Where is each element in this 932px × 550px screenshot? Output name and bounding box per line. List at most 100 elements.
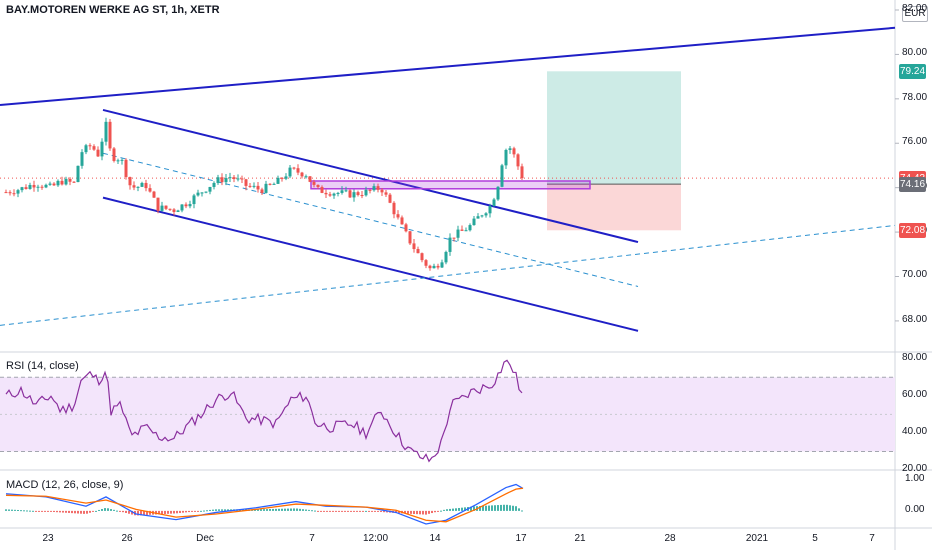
macd-histogram-bar	[458, 507, 460, 511]
macd-histogram-bar	[494, 505, 496, 511]
resistance-zone	[310, 180, 591, 190]
candle-body	[368, 189, 372, 191]
candle-body	[192, 195, 196, 205]
macd-histogram-bar	[23, 510, 25, 512]
macd-histogram-bar	[26, 510, 28, 512]
macd-histogram-bar	[173, 510, 175, 514]
macd-histogram-bar	[515, 506, 517, 511]
macd-histogram-bar	[359, 510, 361, 512]
candle-body	[160, 205, 164, 211]
candle-body	[360, 195, 364, 197]
macd-histogram-bar	[62, 510, 64, 513]
macd-histogram-bar	[167, 510, 169, 514]
candle-body	[400, 217, 404, 225]
candle-body	[420, 253, 424, 261]
macd-histogram-bar	[272, 508, 274, 511]
candle-body	[484, 213, 488, 216]
candle-body	[148, 188, 152, 192]
macd-histogram-bar	[227, 509, 229, 511]
candle-body	[272, 183, 276, 185]
candle-body	[48, 183, 52, 185]
time-tick-label: 17	[515, 533, 527, 544]
candle-body	[276, 177, 280, 184]
macd-histogram-bar	[5, 509, 7, 511]
time-tick-label: 21	[574, 533, 586, 544]
macd-histogram-bar	[95, 510, 97, 512]
candle-body	[356, 192, 360, 196]
macd-histogram-bar	[65, 510, 67, 513]
candle-body	[372, 186, 376, 191]
macd-histogram-bar	[224, 509, 226, 511]
symbol-title: BAY.MOTOREN WERKE AG ST, 1h, XETR	[6, 4, 220, 16]
candle-body	[4, 192, 8, 194]
candle-body	[228, 177, 232, 179]
candle-body	[20, 187, 24, 191]
candle-body	[496, 186, 500, 200]
candle-body	[292, 167, 296, 169]
candle-body	[24, 187, 28, 189]
macd-histogram-bar	[335, 510, 337, 512]
macd-histogram-bar	[143, 510, 145, 516]
price-marker: 74.16	[899, 177, 926, 193]
macd-histogram-bar	[89, 510, 91, 513]
candle-body	[320, 187, 324, 193]
macd-histogram-bar	[200, 510, 202, 512]
macd-histogram-bar	[203, 510, 205, 512]
macd-histogram-bar	[128, 510, 130, 514]
macd-histogram-bar	[74, 510, 76, 514]
candle-body	[16, 190, 20, 194]
candle-body	[260, 189, 264, 193]
price-tick-label: 78.00	[902, 91, 928, 103]
rsi-title: RSI (14, close)	[6, 360, 79, 372]
candle-body	[340, 190, 344, 193]
candle-body	[300, 172, 304, 177]
candle-body	[28, 184, 32, 189]
macd-histogram-bar	[8, 509, 10, 511]
macd-histogram-bar	[383, 510, 385, 513]
macd-histogram-bar	[281, 508, 283, 511]
macd-histogram-bar	[386, 510, 388, 513]
macd-histogram-bar	[404, 510, 406, 514]
macd-histogram-bar	[101, 509, 103, 511]
candle-body	[100, 141, 104, 157]
macd-histogram-bar	[332, 510, 334, 512]
macd-histogram-bar	[242, 509, 244, 511]
candle-body	[492, 199, 496, 207]
candle-body	[244, 179, 248, 186]
candle-body	[316, 184, 320, 188]
macd-histogram-bar	[278, 508, 280, 511]
macd-histogram-bar	[20, 510, 22, 512]
macd-histogram-bar	[284, 508, 286, 511]
candle-body	[12, 193, 16, 195]
candle-body	[36, 186, 40, 188]
candle-body	[324, 192, 328, 195]
macd-histogram-bar	[47, 510, 49, 512]
candle-body	[56, 180, 60, 186]
macd-histogram-bar	[506, 504, 508, 511]
macd-histogram-bar	[317, 510, 319, 512]
macd-histogram-bar	[416, 510, 418, 515]
macd-histogram-bar	[176, 510, 178, 514]
candle-body	[388, 194, 392, 203]
macd-histogram-bar	[161, 510, 163, 515]
candle-body	[96, 149, 100, 157]
candle-body	[268, 183, 272, 185]
macd-histogram-bar	[479, 506, 481, 511]
macd-histogram-bar	[287, 508, 289, 511]
candle-body	[464, 230, 468, 232]
candle-body	[452, 237, 456, 239]
candle-body	[248, 185, 252, 187]
candle-body	[152, 191, 156, 198]
candle-body	[440, 262, 444, 268]
macd-histogram-bar	[368, 510, 370, 512]
rsi-tick-label: 40.00	[902, 425, 928, 437]
candle-body	[84, 145, 88, 153]
macd-histogram-bar	[410, 510, 412, 514]
macd-histogram-bar	[299, 508, 301, 511]
macd-histogram-bar	[365, 510, 367, 512]
macd-histogram-bar	[17, 509, 19, 511]
candle-body	[476, 216, 480, 219]
macd-histogram-bar	[464, 507, 466, 511]
macd-histogram-bar	[338, 510, 340, 512]
